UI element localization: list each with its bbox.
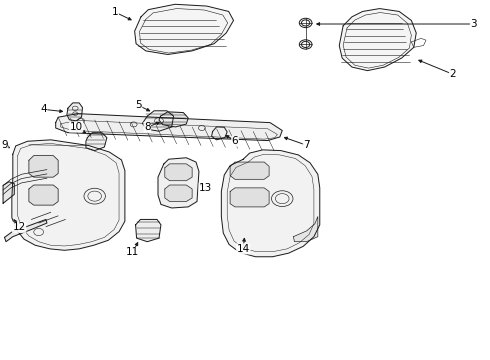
Polygon shape xyxy=(158,158,199,208)
Polygon shape xyxy=(12,140,125,250)
Text: 7: 7 xyxy=(303,140,310,150)
Text: 4: 4 xyxy=(40,104,47,114)
Polygon shape xyxy=(165,164,192,181)
Text: 5: 5 xyxy=(135,100,142,111)
Polygon shape xyxy=(143,111,173,131)
Polygon shape xyxy=(159,112,188,127)
Text: 10: 10 xyxy=(70,122,83,132)
Text: 9: 9 xyxy=(1,140,8,150)
Text: 2: 2 xyxy=(449,69,456,79)
Polygon shape xyxy=(135,4,234,54)
Text: 13: 13 xyxy=(199,183,212,193)
Polygon shape xyxy=(136,220,161,242)
Text: 14: 14 xyxy=(237,244,250,254)
Polygon shape xyxy=(67,103,82,121)
Text: 3: 3 xyxy=(470,19,477,29)
Text: 12: 12 xyxy=(13,222,26,232)
Polygon shape xyxy=(3,182,14,203)
Polygon shape xyxy=(230,162,269,179)
Polygon shape xyxy=(56,114,282,140)
Polygon shape xyxy=(212,127,227,140)
Text: 8: 8 xyxy=(144,122,150,132)
Polygon shape xyxy=(339,9,416,71)
Polygon shape xyxy=(221,150,320,257)
Text: 6: 6 xyxy=(232,136,238,146)
Polygon shape xyxy=(29,156,58,177)
Polygon shape xyxy=(29,185,58,205)
Text: 1: 1 xyxy=(112,7,119,17)
Polygon shape xyxy=(230,188,269,207)
Text: 11: 11 xyxy=(126,247,139,257)
Polygon shape xyxy=(294,217,318,242)
Polygon shape xyxy=(4,220,47,242)
Polygon shape xyxy=(165,185,192,202)
Polygon shape xyxy=(86,133,107,150)
